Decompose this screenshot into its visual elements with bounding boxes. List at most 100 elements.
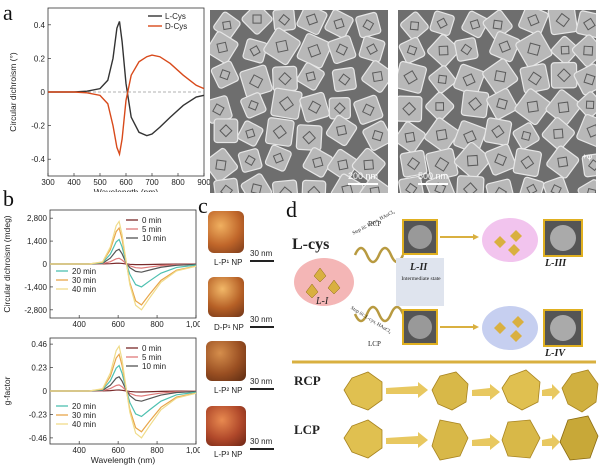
sem-left-particles — [210, 10, 388, 193]
sem-particle — [550, 61, 578, 89]
chart-a-legend-label: L-Cys — [165, 12, 186, 21]
np-scale-bar-2 — [250, 326, 274, 328]
sem-particle-groove — [220, 184, 234, 193]
sem-particle — [264, 117, 295, 147]
rcp-helix — [353, 246, 405, 264]
sem-particle-groove — [404, 131, 416, 143]
chartBTop-xtick-label: 800 — [150, 320, 164, 329]
sem-particle — [331, 66, 357, 93]
sem-particle-groove — [402, 101, 417, 116]
np-label-3: L-P² NP — [214, 386, 243, 395]
lcp-shape-3 — [501, 419, 541, 459]
l1-seed-2 — [327, 279, 341, 295]
sem-particle — [428, 65, 457, 94]
l3-np-3 — [508, 244, 520, 256]
l2-box — [396, 258, 444, 306]
sem-particle — [240, 92, 267, 119]
sem-particle-groove — [272, 152, 284, 164]
np-image-2 — [208, 277, 244, 317]
panel-letter-c: c — [198, 193, 208, 218]
sem-particle-groove — [215, 159, 227, 171]
np-scale-bar-4 — [250, 448, 274, 450]
chart-a-xtick-label: 800 — [171, 178, 185, 187]
sem-particle — [571, 34, 596, 67]
np-label-2: D-P¹ NP — [214, 323, 244, 332]
sem-particle-groove — [494, 153, 508, 167]
chartBBot-legend-label: 40 min — [72, 420, 96, 429]
sem-particle-groove — [583, 73, 596, 86]
sem-particle — [295, 124, 323, 152]
sem-particle — [546, 145, 580, 179]
sem-particle — [573, 63, 596, 96]
sem-particle-groove — [247, 99, 259, 111]
chartBTop-ytick-label: 2,800 — [27, 214, 48, 223]
chartBBot-ytick-label: 0 — [43, 387, 48, 396]
sem-particle-groove — [312, 156, 324, 169]
sem-particle — [237, 148, 263, 173]
chart-a-legend-label: D-Cys — [165, 22, 187, 31]
l3-np-2 — [510, 230, 522, 242]
sem-particle — [399, 149, 428, 178]
chartBBot-ytick-label: -0.23 — [29, 410, 48, 419]
chart-a: 300 400 500 600 700 800 900 0.4 0.2 0 -0.2 -0.4 Wave… — [8, 7, 210, 192]
l2-bottom-particle — [408, 315, 432, 339]
panel-letter-a: a — [3, 0, 13, 25]
chart-a-ytick-label: -0.2 — [31, 122, 45, 131]
sem-particle — [460, 89, 490, 119]
panel-letter-b: b — [3, 186, 14, 211]
chartBBot-ylabel: g-factor — [2, 376, 12, 405]
sem-particle-groove — [305, 71, 316, 82]
rcp-shape-4 — [561, 369, 599, 413]
chartBBot-legend-label: 30 min — [72, 411, 96, 420]
sem-particle-groove — [494, 70, 507, 83]
sem-particle-groove — [557, 68, 572, 83]
chart-a-xtick-label: 900 — [197, 178, 210, 187]
sem-particle-groove — [219, 69, 231, 81]
l4-np-3 — [510, 330, 522, 342]
sem-particle — [542, 176, 570, 193]
sem-particle-groove — [219, 124, 233, 138]
sem-particle-groove — [272, 124, 287, 140]
d-lcp-label: LCP — [368, 340, 381, 348]
sem-particle-groove — [553, 128, 564, 139]
chart-a-xtick-label: 400 — [67, 178, 81, 187]
chartBBot-xtick-label: 400 — [73, 446, 87, 455]
sem-particle-groove — [526, 183, 538, 193]
panel-c: L-P¹ NP 30 nm D-P¹ NP 30 nm L-P² NP 30 n… — [200, 205, 282, 466]
sem-particle — [512, 122, 540, 150]
sem-particle-groove — [583, 45, 594, 56]
sem-particle — [515, 30, 553, 68]
sem-particle-groove — [212, 103, 225, 116]
sem-particle-groove — [275, 39, 289, 53]
l3-ellipse — [482, 218, 538, 262]
sem-particle-groove — [438, 45, 449, 56]
sem-particle — [489, 31, 521, 63]
panel-letter-d: d — [286, 197, 297, 222]
np-scale-2: 30 nm — [250, 315, 273, 324]
chartBBot-xtick-label: 600 — [111, 446, 125, 455]
d-l2-label: L-II — [410, 262, 428, 273]
sem-particle — [398, 60, 427, 94]
rcp-arrow-2 — [472, 384, 500, 400]
sem-particle-groove — [557, 156, 569, 168]
sem-particle-groove — [362, 19, 375, 31]
sem-particle-groove — [244, 154, 256, 167]
sem-particle-groove — [335, 43, 349, 56]
d-lcys-label: L-cys — [292, 236, 330, 253]
sem-particle-groove — [372, 70, 384, 83]
sem-particle — [210, 60, 240, 89]
sem-particle-groove — [460, 43, 473, 56]
l4-ellipse — [482, 306, 538, 350]
sem-particle-groove — [278, 13, 291, 26]
chart-a-ytick-label: 0 — [41, 88, 46, 97]
lcp-row-shapes — [343, 415, 599, 461]
sem-particle-groove — [245, 128, 256, 139]
chartBBot-legend-label: 0 min — [142, 344, 162, 353]
sem-particle — [518, 10, 549, 36]
chartBBot-series-5 — [50, 344, 197, 439]
chart-a-xtick-label: 500 — [93, 178, 107, 187]
sem-particle-groove — [555, 12, 570, 28]
chartBBot-xtick-label: 800 — [150, 446, 164, 455]
sem-particle-groove — [248, 74, 264, 89]
sem-particle — [483, 117, 513, 146]
